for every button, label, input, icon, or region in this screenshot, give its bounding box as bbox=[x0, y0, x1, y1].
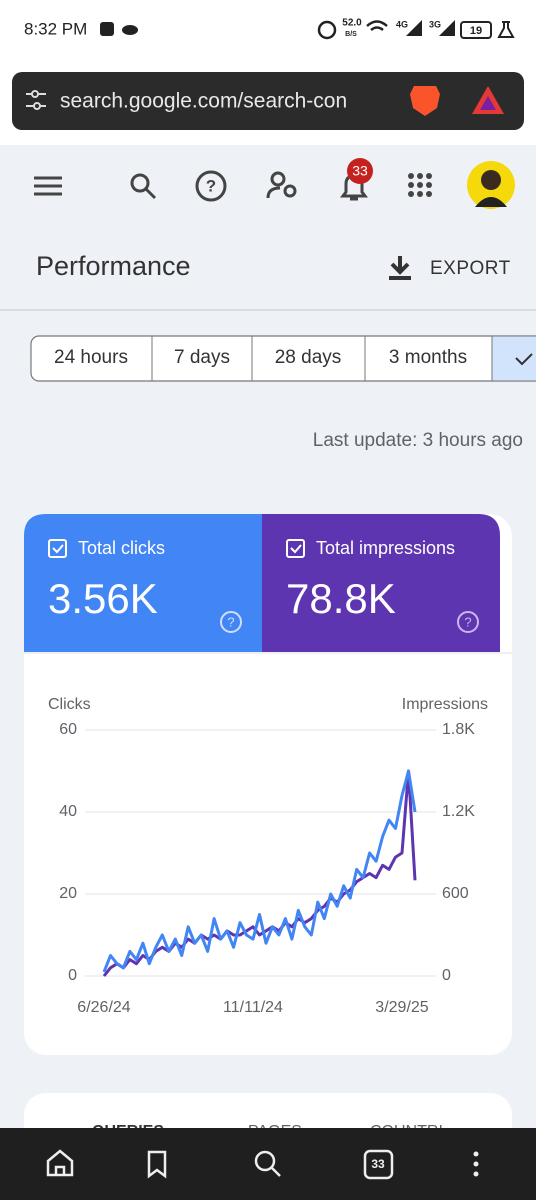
status-icon bbox=[100, 22, 114, 36]
help-icon-glyph: ? bbox=[464, 614, 471, 629]
checkbox[interactable] bbox=[48, 539, 67, 558]
page-title: Performance bbox=[36, 251, 191, 281]
account-icon[interactable] bbox=[270, 171, 286, 187]
help-icon[interactable] bbox=[220, 611, 242, 633]
site-settings-icon bbox=[33, 102, 41, 110]
signal-icon bbox=[406, 20, 422, 36]
avatar-face bbox=[481, 170, 501, 190]
y-tick-label: 0 bbox=[68, 967, 77, 984]
y-tick-label: 60 bbox=[59, 721, 77, 738]
range-chip[interactable]: 28 days bbox=[275, 347, 342, 368]
y2-tick-label: 0 bbox=[442, 967, 451, 984]
search-button[interactable] bbox=[254, 1150, 276, 1172]
x-tick-label: 3/29/25 bbox=[375, 999, 428, 1016]
net-speed: 52.0 bbox=[342, 18, 362, 29]
account-icon bbox=[266, 186, 281, 199]
help-icon[interactable] bbox=[457, 611, 479, 633]
avatar-body bbox=[475, 197, 507, 207]
help-icon-glyph: ? bbox=[227, 614, 234, 629]
y2-tick-label: 600 bbox=[442, 885, 469, 902]
search-button bbox=[271, 1167, 281, 1177]
y-axis-title: Clicks bbox=[48, 696, 91, 713]
bottom-nav bbox=[0, 1128, 536, 1200]
brave-rewards bbox=[480, 96, 496, 110]
bookmark-button[interactable] bbox=[147, 1150, 167, 1179]
metric-label: Total impressions bbox=[316, 538, 455, 558]
metric-value: 3.56K bbox=[48, 575, 158, 622]
menu-icon[interactable] bbox=[34, 176, 62, 196]
address-bar[interactable] bbox=[12, 72, 524, 130]
sim2: 3G bbox=[429, 19, 441, 29]
alarm-icon bbox=[317, 20, 337, 40]
impressions-tile[interactable] bbox=[262, 514, 500, 652]
y2-tick-label: 1.8K bbox=[442, 721, 475, 738]
range-chip[interactable]: 7 days bbox=[174, 347, 230, 368]
search-icon bbox=[144, 187, 157, 200]
check-icon bbox=[290, 544, 302, 554]
metric-label: Total clicks bbox=[78, 538, 165, 558]
status-icon bbox=[122, 25, 138, 35]
notification-count: 33 bbox=[352, 163, 368, 179]
y-tick-label: 40 bbox=[59, 803, 77, 820]
wifi-icon bbox=[366, 20, 388, 32]
range-chip-selected[interactable] bbox=[492, 336, 536, 381]
apps-icon[interactable] bbox=[408, 173, 432, 197]
search-icon[interactable] bbox=[130, 173, 150, 193]
x-tick-label: 6/26/24 bbox=[77, 999, 130, 1016]
check-icon bbox=[52, 544, 64, 554]
help-icon-glyph: ? bbox=[206, 176, 216, 195]
check-icon bbox=[515, 353, 533, 366]
site-settings-icon bbox=[31, 90, 39, 98]
export-icon[interactable] bbox=[389, 256, 411, 280]
y2-tick-label: 1.2K bbox=[442, 803, 475, 820]
clock: 8:32 PM bbox=[24, 19, 87, 38]
url[interactable]: search.google.com/search-con bbox=[60, 90, 347, 113]
range-chip[interactable]: 3 months bbox=[389, 347, 467, 368]
gear-icon bbox=[283, 184, 297, 198]
help-icon[interactable] bbox=[195, 170, 227, 202]
export-button[interactable]: EXPORT bbox=[430, 258, 511, 279]
home-button[interactable] bbox=[46, 1149, 74, 1177]
battery-level: 19 bbox=[470, 25, 482, 37]
lab-icon bbox=[497, 21, 515, 38]
menu-button[interactable] bbox=[473, 1151, 479, 1177]
y2-axis-title: Impressions bbox=[402, 696, 488, 713]
sim1: 4G bbox=[396, 19, 408, 29]
tabs-button[interactable] bbox=[363, 1149, 394, 1180]
brave-shield[interactable] bbox=[410, 86, 440, 116]
net-unit: B/S bbox=[345, 31, 357, 38]
range-chip[interactable]: 24 hours bbox=[54, 347, 128, 368]
y-tick-label: 20 bbox=[59, 885, 77, 902]
x-tick-label: 11/11/24 bbox=[223, 999, 283, 1016]
last-update: Last update: 3 hours ago bbox=[313, 430, 523, 451]
clicks-tile[interactable] bbox=[24, 514, 262, 652]
checkbox[interactable] bbox=[286, 539, 305, 558]
site-settings-icon[interactable] bbox=[26, 93, 46, 107]
battery bbox=[460, 21, 492, 39]
metric-value: 78.8K bbox=[286, 575, 396, 622]
signal-icon bbox=[439, 20, 455, 36]
series-line bbox=[102, 769, 417, 973]
tab-count: 33 bbox=[371, 1157, 385, 1171]
range-chips bbox=[30, 335, 536, 382]
notification-badge bbox=[347, 158, 373, 184]
